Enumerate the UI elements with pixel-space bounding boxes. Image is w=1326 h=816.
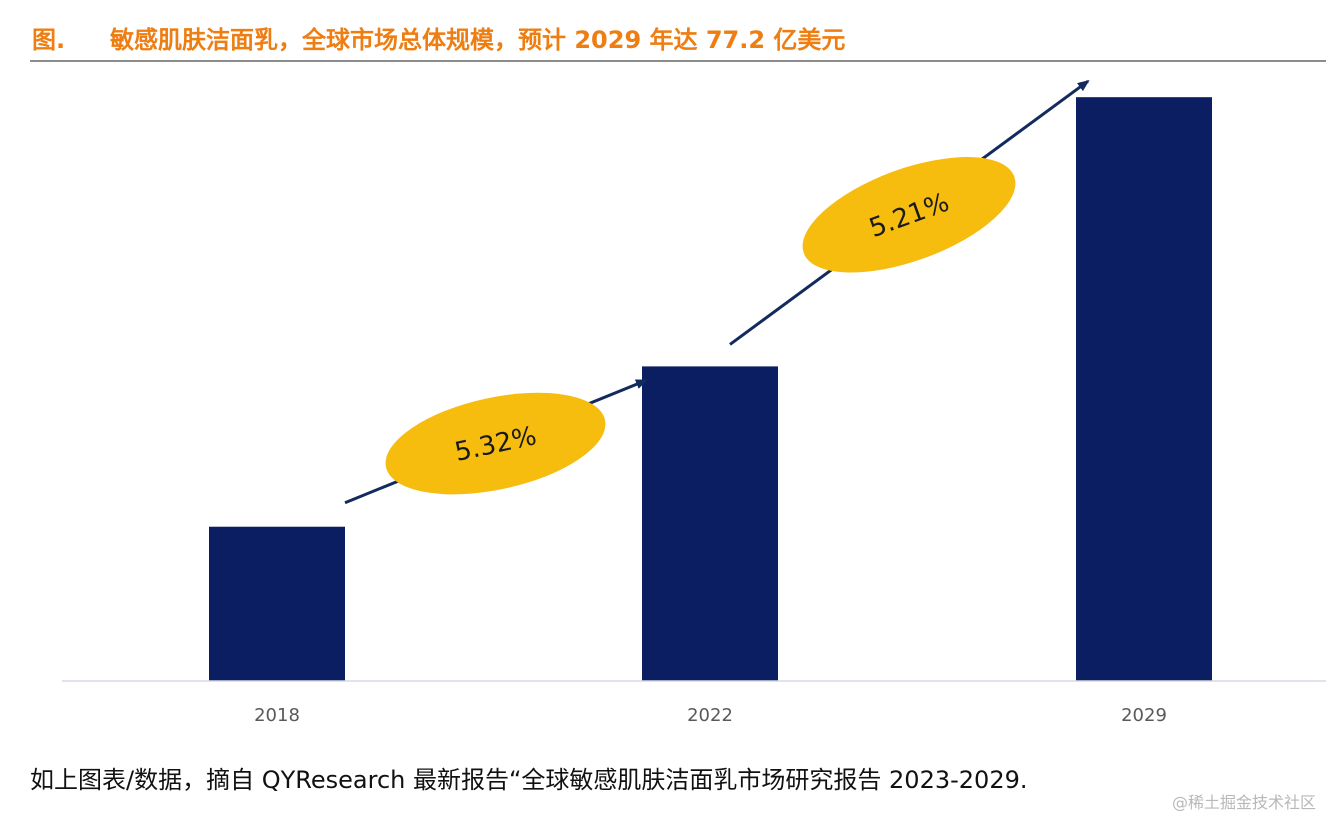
cagr-bubble-shape [385, 392, 606, 495]
bar-2022 [642, 366, 778, 681]
chart-title: 敏感肌肤洁面乳，全球市场总体规模，预计 2029 年达 77.2 亿美元 [110, 26, 846, 54]
x-tick-label: 2029 [1121, 705, 1167, 726]
cagr-bubble: 5.32% [385, 392, 606, 495]
bar-2029 [1076, 97, 1212, 682]
x-tick-label: 2018 [254, 705, 300, 726]
source-caption: 如上图表/数据，摘自 QYResearch 最新报告“全球敏感肌肤洁面乳市场研究… [30, 766, 1028, 794]
cagr-bubble-shape [802, 157, 1016, 273]
watermark: @稀土掘金技术社区 [1171, 793, 1316, 812]
cagr-bubble: 5.21% [802, 157, 1016, 273]
x-tick-label: 2022 [687, 705, 733, 726]
figure-prefix: 图. [32, 26, 66, 54]
title-bar: 图. 敏感肌肤洁面乳，全球市场总体规模，预计 2029 年达 77.2 亿美元 [30, 16, 1326, 62]
bar-2018 [209, 526, 345, 681]
